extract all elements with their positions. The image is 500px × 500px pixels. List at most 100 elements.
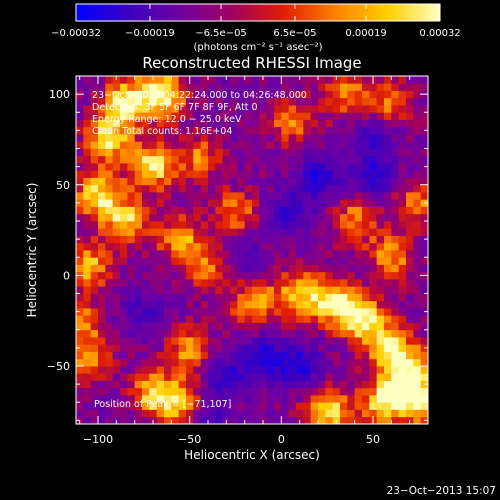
heatmap-cell	[420, 119, 428, 128]
heatmap-cell	[90, 402, 99, 410]
heatmap-cell	[318, 300, 326, 309]
heatmap-cell	[230, 192, 238, 200]
heatmap-cell	[98, 90, 106, 99]
heatmap-cell	[164, 409, 172, 418]
heatmap-cell	[303, 416, 312, 424]
heatmap-cell	[420, 395, 428, 403]
heatmap-cell	[398, 315, 407, 323]
heatmap-cell	[164, 105, 172, 113]
heatmap-cell	[244, 329, 253, 338]
heatmap-cell	[384, 322, 392, 331]
y-tick-label: 0	[63, 269, 70, 282]
heatmap-cell	[340, 286, 348, 294]
heatmap-cell	[413, 416, 422, 424]
heatmap-cell	[340, 344, 348, 352]
heatmap-cell	[149, 199, 158, 207]
heatmap-cell	[384, 286, 392, 294]
heatmap-cell	[142, 148, 150, 157]
heatmap-cell	[288, 134, 297, 142]
heatmap-cell	[420, 177, 428, 186]
heatmap-cell	[406, 90, 414, 99]
heatmap-cell	[347, 271, 356, 280]
heatmap-cell	[112, 126, 121, 135]
heatmap-cell	[112, 380, 121, 389]
heatmap-cell	[340, 199, 348, 207]
heatmap-cell	[149, 293, 158, 302]
heatmap-cell	[391, 366, 400, 374]
heatmap-cell	[259, 112, 268, 120]
heatmap-cell	[376, 235, 385, 244]
heatmap-cell	[281, 112, 290, 120]
heatmap-cell	[230, 351, 238, 360]
heatmap-cell	[222, 337, 231, 345]
heatmap-cell	[288, 315, 297, 323]
heatmap-cell	[281, 213, 290, 222]
heatmap-cell	[105, 373, 114, 381]
heatmap-cell	[149, 271, 158, 280]
heatmap-cell	[90, 416, 99, 424]
heatmap-cell	[237, 213, 246, 222]
heatmap-cell	[149, 141, 158, 149]
heatmap-cell	[142, 105, 150, 113]
heatmap-cell	[332, 141, 341, 149]
heatmap-cell	[222, 402, 231, 410]
heatmap-cell	[222, 366, 231, 374]
heatmap-cell	[76, 148, 84, 157]
heatmap-cell	[127, 148, 136, 157]
heatmap-cell	[178, 257, 187, 265]
heatmap-cell	[406, 213, 414, 222]
heatmap-cell	[369, 358, 378, 367]
heatmap-cell	[120, 271, 128, 280]
colorbar-tick-label: 6.5e−05	[273, 28, 316, 39]
heatmap-cell	[76, 366, 84, 374]
heatmap-cell	[347, 105, 356, 113]
heatmap-cell	[142, 337, 150, 345]
heatmap-cell	[134, 141, 143, 149]
heatmap-cell	[296, 163, 304, 171]
x-tick-label: −50	[178, 433, 201, 446]
heatmap-cell	[156, 409, 165, 418]
heatmap-cell	[398, 235, 407, 244]
y-tick-label: 100	[49, 88, 70, 101]
heatmap-cell	[354, 97, 363, 106]
heatmap-cell	[303, 395, 312, 403]
heatmap-cell	[200, 416, 209, 424]
heatmap-cell	[332, 134, 341, 142]
heatmap-cell	[134, 83, 143, 91]
heatmap-cell	[281, 395, 290, 403]
heatmap-cell	[369, 286, 378, 294]
heatmap-cell	[420, 387, 428, 396]
heatmap-cell	[105, 337, 114, 345]
heatmap-cell	[420, 315, 428, 323]
heatmap-cell	[164, 155, 172, 164]
heatmap-cell	[230, 206, 238, 215]
heatmap-cell	[420, 351, 428, 360]
heatmap-cell	[134, 286, 143, 294]
heatmap-cell	[244, 170, 253, 178]
heatmap-cell	[142, 119, 150, 128]
heatmap-cell	[369, 177, 378, 186]
heatmap-cell	[332, 279, 341, 287]
heatmap-cell	[237, 134, 246, 142]
heatmap-cell	[149, 387, 158, 396]
heatmap-cell	[369, 163, 378, 171]
heatmap-cell	[90, 213, 99, 222]
heatmap-cell	[376, 271, 385, 280]
heatmap-cell	[369, 409, 378, 418]
heatmap-cell	[222, 293, 231, 302]
heatmap-cell	[156, 279, 165, 287]
heatmap-cell	[222, 97, 231, 106]
heatmap-cell	[76, 279, 84, 287]
heatmap-cell	[332, 228, 341, 236]
heatmap-cell	[384, 83, 392, 91]
heatmap-cell	[274, 366, 282, 374]
colorbar-unit-label: (photons cm⁻² s⁻¹ asec⁻²)	[193, 42, 322, 53]
heatmap-cell	[266, 315, 275, 323]
heatmap-cell	[318, 366, 326, 374]
heatmap-cell	[281, 366, 290, 374]
heatmap-cell	[193, 308, 202, 316]
heatmap-cell	[369, 271, 378, 280]
heatmap-cell	[186, 134, 194, 142]
heatmap-cell	[237, 177, 246, 186]
